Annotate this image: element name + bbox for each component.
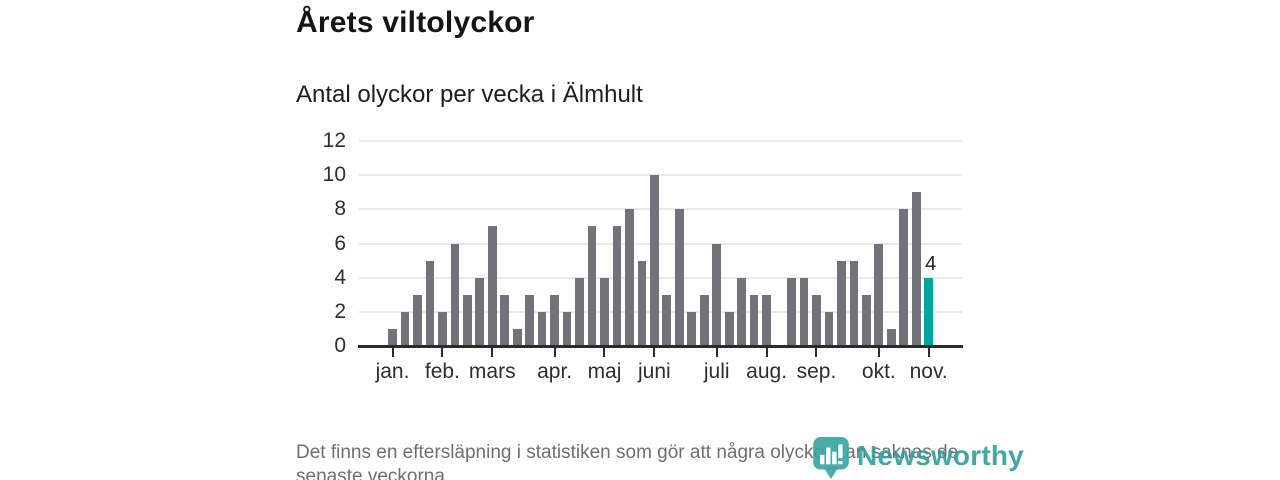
month-tick bbox=[491, 347, 494, 358]
month-label: okt. bbox=[861, 360, 896, 383]
bar bbox=[512, 328, 522, 346]
month-tick bbox=[391, 347, 394, 358]
month-label: jan. bbox=[375, 360, 410, 383]
bar bbox=[562, 311, 572, 346]
bar bbox=[837, 260, 846, 346]
bar bbox=[737, 277, 746, 346]
y-axis-label: 8 bbox=[334, 197, 346, 221]
bar bbox=[662, 294, 672, 346]
bar-value-label: 4 bbox=[925, 252, 937, 275]
y-axis-label: 0 bbox=[334, 334, 346, 357]
month-label: apr. bbox=[537, 360, 573, 383]
newsworthy-logo-text: Newsworthy bbox=[857, 440, 1024, 471]
bar bbox=[612, 226, 622, 346]
month-label: aug. bbox=[746, 360, 788, 383]
y-axis-label: 12 bbox=[322, 129, 346, 153]
month-label: sep. bbox=[796, 360, 837, 383]
bar bbox=[450, 243, 460, 346]
bar bbox=[525, 294, 534, 346]
x-axis-line bbox=[358, 345, 963, 348]
month-tick bbox=[765, 347, 768, 358]
bar bbox=[849, 260, 859, 346]
y-axis-label: 2 bbox=[334, 299, 346, 323]
page-title: Årets viltolyckor bbox=[296, 6, 535, 39]
bar bbox=[874, 243, 884, 346]
bar bbox=[637, 260, 647, 346]
y-axis-label: 4 bbox=[334, 265, 346, 289]
bar bbox=[674, 209, 684, 346]
bar bbox=[462, 294, 472, 346]
month-label: feb. bbox=[424, 360, 460, 383]
y-gridline bbox=[359, 242, 962, 245]
newsworthy-pin-bar-chart-icon bbox=[813, 437, 849, 479]
bar bbox=[388, 328, 397, 346]
bar bbox=[438, 311, 447, 346]
y-gridline bbox=[359, 174, 962, 177]
bar bbox=[749, 294, 759, 346]
month-tick bbox=[441, 347, 444, 358]
bar bbox=[886, 328, 896, 346]
bar bbox=[712, 243, 722, 346]
bar bbox=[899, 209, 909, 346]
bar bbox=[724, 311, 734, 346]
y-gridline bbox=[359, 140, 962, 143]
bar bbox=[650, 175, 659, 346]
bar bbox=[762, 294, 771, 346]
month-label: mars bbox=[468, 360, 516, 383]
bar bbox=[425, 260, 435, 346]
bar bbox=[500, 294, 510, 346]
month-tick bbox=[603, 347, 606, 358]
newsworthy-logo: Newsworthy bbox=[812, 436, 1024, 480]
bar bbox=[537, 311, 547, 346]
bar bbox=[550, 294, 559, 346]
bar bbox=[812, 294, 821, 346]
month-label: juni bbox=[638, 360, 671, 383]
month-label: nov. bbox=[909, 360, 948, 383]
bar bbox=[911, 192, 921, 346]
bar bbox=[625, 209, 634, 346]
bar bbox=[787, 277, 796, 346]
bar bbox=[600, 277, 609, 346]
chart-subtitle: Antal olyckor per vecka i Älmhult bbox=[296, 81, 643, 108]
y-gridline bbox=[359, 276, 962, 279]
y-axis-label: 10 bbox=[322, 163, 346, 187]
y-axis-label: 6 bbox=[334, 231, 346, 255]
month-tick bbox=[715, 347, 718, 358]
footnote-line-1: Det finns en eftersläpning i statistiken… bbox=[296, 442, 959, 463]
month-label: maj bbox=[587, 360, 622, 383]
bar bbox=[687, 311, 697, 346]
month-tick bbox=[877, 347, 880, 358]
month-tick bbox=[815, 347, 818, 358]
footnote-line-2: senaste veckorna. bbox=[296, 466, 451, 480]
bar bbox=[413, 294, 422, 346]
bar bbox=[475, 277, 485, 346]
month-tick bbox=[927, 347, 930, 358]
bar bbox=[400, 311, 410, 346]
y-gridline bbox=[359, 310, 962, 313]
bar bbox=[587, 226, 597, 346]
bar bbox=[699, 294, 709, 346]
bar bbox=[799, 277, 809, 346]
month-tick bbox=[653, 347, 656, 358]
month-tick bbox=[553, 347, 556, 358]
month-label: juli bbox=[703, 360, 730, 383]
bar bbox=[575, 277, 584, 346]
footnote: Det finns en eftersläpning i statistiken… bbox=[296, 441, 958, 480]
highlighted-bar bbox=[924, 277, 934, 346]
y-gridline bbox=[359, 208, 962, 211]
bar bbox=[487, 226, 497, 346]
bar bbox=[862, 294, 871, 346]
bar bbox=[824, 311, 834, 346]
